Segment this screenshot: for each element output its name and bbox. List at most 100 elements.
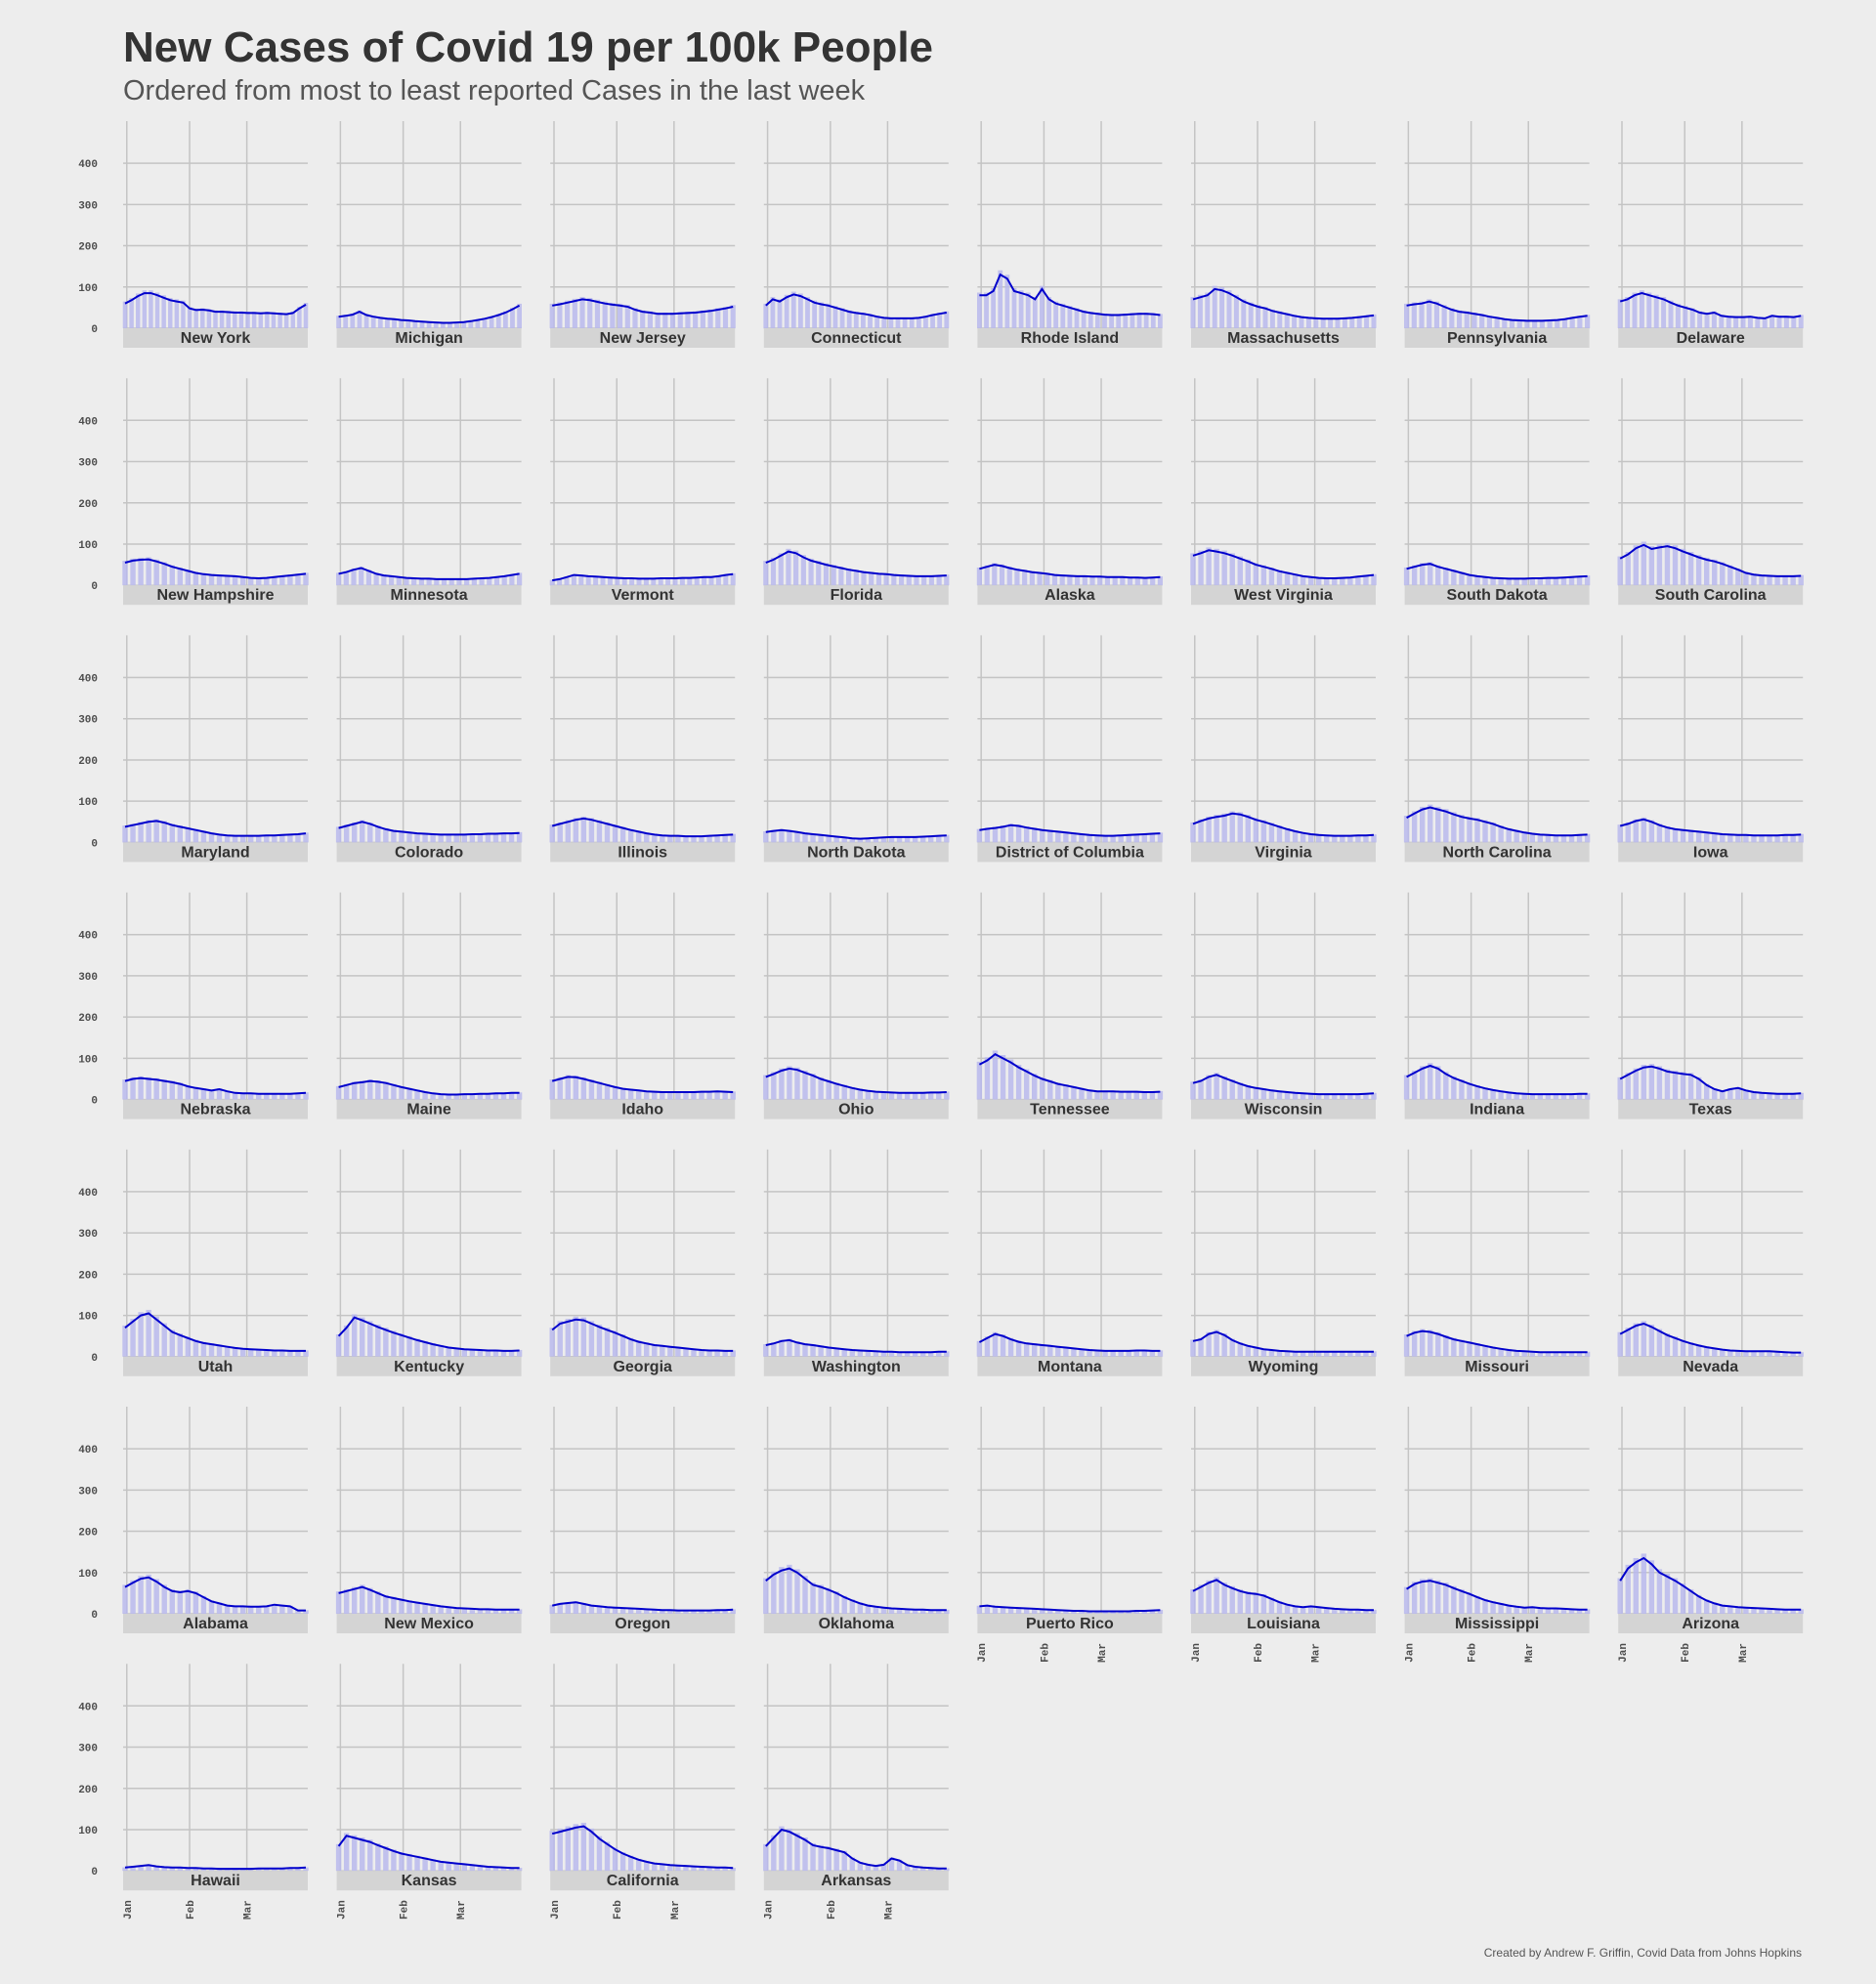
bar-maine — [485, 1093, 491, 1100]
bar-north-carolina — [1467, 816, 1472, 843]
bar-tennessee — [1094, 1090, 1100, 1100]
bar-nevada — [1656, 1329, 1663, 1357]
bar-maryland — [232, 835, 238, 843]
bar-colorado — [406, 831, 412, 843]
bar-delaware — [1661, 297, 1667, 328]
bar-south-carolina — [1664, 542, 1671, 586]
bar-wisconsin — [1347, 1093, 1353, 1100]
bar-oregon — [691, 1610, 697, 1614]
bar-louisiana — [1332, 1608, 1338, 1614]
bar-mississippi — [1568, 1608, 1575, 1614]
bar-virginia — [1363, 834, 1369, 843]
y-tick-label: 200 — [78, 1270, 98, 1282]
strip-label-oregon: Oregon — [615, 1616, 670, 1632]
line-ohio — [765, 1067, 947, 1094]
bar-utah — [256, 1349, 262, 1357]
bar-maryland — [287, 833, 293, 843]
bar-district-of-columbia — [1079, 833, 1085, 843]
bar-massachusetts — [1262, 307, 1268, 328]
bar-iowa — [1656, 823, 1663, 843]
y-tick-label: 200 — [78, 499, 98, 511]
bar-georgia — [683, 1347, 689, 1357]
bar-louisiana — [1315, 1606, 1322, 1614]
bar-north-carolina — [1490, 822, 1496, 843]
bar-oregon — [730, 1609, 736, 1614]
chart-subtitle: Ordered from most to least reported Case… — [123, 75, 866, 106]
bar-louisiana — [1284, 1603, 1291, 1614]
bar-montana — [1063, 1346, 1069, 1357]
bar-hawaii — [161, 1867, 167, 1872]
strip-label-pennsylvania: Pennsylvania — [1447, 330, 1547, 347]
bar-north-carolina — [1537, 833, 1544, 843]
bar-pennsylvania — [1411, 302, 1417, 328]
bar-utah — [208, 1343, 215, 1357]
bar-washington — [896, 1351, 903, 1357]
bar-oregon — [573, 1601, 579, 1614]
bar-california — [644, 1861, 650, 1872]
bar-north-dakota — [919, 836, 926, 843]
bar-south-dakota — [1474, 575, 1480, 586]
line-south-carolina — [1619, 543, 1802, 577]
bar-west-virginia — [1253, 563, 1259, 586]
bar-kansas — [422, 1857, 428, 1872]
y-tick-label: 0 — [91, 838, 98, 850]
strip-label-kansas: Kansas — [402, 1873, 457, 1889]
bar-district-of-columbia — [1118, 834, 1124, 843]
bar-montana — [976, 1340, 983, 1357]
strip-north-carolina — [1404, 842, 1590, 863]
bar-new-hampshire — [279, 575, 285, 586]
bar-louisiana — [1237, 1588, 1243, 1614]
bar-wyoming — [1363, 1351, 1369, 1357]
bar-idaho — [635, 1089, 642, 1100]
y-tick-label: 400 — [78, 159, 98, 171]
bar-alaska — [1127, 576, 1133, 586]
bar-new-hampshire — [185, 570, 192, 586]
bar-new-york — [213, 310, 218, 328]
strip-label-virginia: Virginia — [1255, 844, 1311, 861]
bar-new-jersey — [557, 302, 563, 328]
bar-new-york — [142, 290, 148, 328]
bar-wyoming — [1340, 1351, 1345, 1357]
bar-alabama — [177, 1590, 184, 1614]
bar-wyoming — [1315, 1351, 1322, 1357]
bar-alabama — [138, 1576, 144, 1614]
bar-idaho — [660, 1091, 665, 1100]
bar-kentucky — [469, 1349, 476, 1357]
y-tick-label: 300 — [78, 1229, 98, 1241]
bar-maryland — [303, 832, 309, 843]
bar-alaska — [1051, 573, 1058, 586]
bar-nevada — [1695, 1344, 1702, 1357]
bar-california — [652, 1862, 658, 1872]
bar-idaho — [706, 1090, 712, 1100]
bar-georgia — [612, 1330, 618, 1357]
bar-virginia — [1237, 812, 1243, 843]
bar-district-of-columbia — [1157, 832, 1164, 843]
bar-utah — [146, 1309, 151, 1357]
bar-virginia — [1355, 834, 1361, 843]
bar-colorado — [500, 832, 507, 843]
bar-montana — [1102, 1350, 1108, 1357]
bar-ohio — [779, 1068, 785, 1100]
line-nebraska — [124, 1076, 307, 1095]
bar-arizona — [1633, 1558, 1639, 1614]
bar-south-dakota — [1576, 575, 1583, 586]
bar-michigan — [502, 311, 508, 328]
bar-puerto-rico — [1149, 1610, 1156, 1614]
bar-iowa — [1695, 830, 1702, 843]
bar-wyoming — [1237, 1342, 1243, 1357]
bar-maine — [438, 1093, 444, 1100]
bar-ohio — [802, 1070, 808, 1100]
bar-maine — [335, 1085, 342, 1100]
bar-indiana — [1521, 1093, 1527, 1100]
bar-colorado — [492, 832, 499, 843]
strip-illinois — [550, 842, 736, 863]
bar-west-virginia — [1292, 573, 1299, 586]
bar-alabama — [247, 1606, 254, 1614]
bar-delaware — [1625, 297, 1631, 328]
bar-north-carolina — [1576, 834, 1583, 843]
bar-north-carolina — [1568, 834, 1575, 843]
bar-wyoming — [1332, 1351, 1338, 1357]
strip-label-new-york: New York — [181, 330, 251, 347]
bar-wyoming — [1284, 1350, 1291, 1357]
bar-north-dakota — [880, 836, 887, 843]
